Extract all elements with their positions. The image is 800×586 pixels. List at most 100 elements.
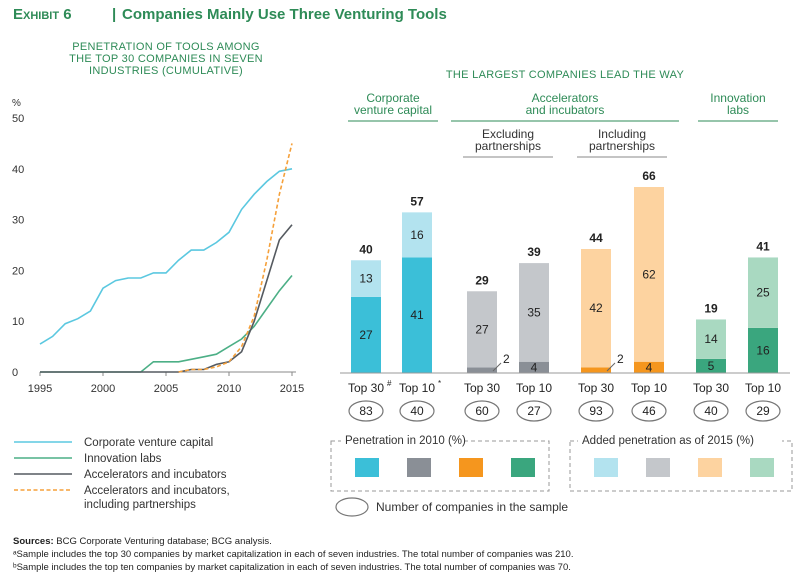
bar-total-label: 39 (527, 245, 541, 259)
bar-category-label: Top 10 (631, 381, 667, 395)
sample-size-label: 60 (475, 404, 489, 418)
series-line (40, 274, 293, 373)
exhibit-label: Exhibit 6 (13, 6, 72, 23)
y-tick-label: 10 (12, 316, 24, 328)
sources-text: BCG Corporate Venturing database; BCG an… (53, 536, 272, 547)
left-chart-title-line: THE TOP 30 COMPANIES IN SEVEN (69, 53, 263, 65)
y-axis-unit: % (12, 98, 21, 109)
x-tick-label: 2015 (280, 383, 304, 395)
sample-size-ellipse (631, 400, 667, 422)
sub-header-line: partnerships (589, 139, 655, 153)
sources-line: Sources: BCG Corporate Venturing databas… (13, 535, 793, 548)
bar-category-label: Top 30 (693, 381, 729, 395)
sample-size-label: 93 (589, 404, 603, 418)
x-tick-label: 2010 (217, 383, 241, 395)
bar-segment-added (634, 187, 664, 362)
exhibit-title: Companies Mainly Use Three Venturing Too… (122, 6, 447, 23)
sources-block: Sources: BCG Corporate Venturing databas… (13, 535, 793, 574)
sources-label: Sources: (13, 536, 54, 547)
bar-segment-added (351, 260, 381, 297)
bar-category-label: Top 10 (745, 381, 781, 395)
bar-added-label: 16 (410, 228, 424, 242)
bar-category-label: Top 30 (464, 381, 500, 395)
legend-swatch-added (594, 458, 618, 477)
x-tick-label: 2005 (154, 383, 178, 395)
y-tick-label: 20 (12, 265, 24, 277)
legend-swatch-2010 (407, 458, 431, 477)
sample-size-label: 40 (410, 404, 424, 418)
bar-total-label: 57 (410, 194, 424, 208)
legend-sample-ellipse (335, 497, 369, 517)
left-chart-title-line: INDUSTRIES (CUMULATIVE) (89, 65, 243, 77)
sample-size-ellipse (399, 400, 435, 422)
sample-size-label: 83 (359, 404, 373, 418)
legend-box-added (569, 440, 793, 492)
legend-swatch-added (698, 458, 722, 477)
bar-segment-added (581, 249, 611, 368)
x-tick-label: 2000 (91, 383, 115, 395)
bar-segment-added (402, 212, 432, 258)
bar-added-label: 14 (704, 332, 718, 346)
y-tick-label: 50 (12, 113, 24, 125)
legend-sample-label: Number of companies in the sample (376, 500, 568, 514)
bar-added-label: 25 (756, 286, 770, 300)
series-line (40, 224, 293, 373)
bar-added-label: 27 (475, 322, 489, 336)
sample-size-label: 40 (704, 404, 718, 418)
bar-segment-2010 (402, 257, 432, 373)
bar-segment-2010 (581, 367, 611, 373)
bar-2010-label: 2 (617, 352, 624, 366)
bar-2010-label: 16 (756, 343, 770, 357)
x-tick-label: 1995 (28, 383, 52, 395)
legend-box-title-bg (341, 434, 463, 446)
sample-size-label: 46 (642, 404, 656, 418)
bar-segment-2010 (519, 361, 549, 373)
group-header-line: venture capital (354, 103, 432, 117)
legend-swatch-2010 (355, 458, 379, 477)
bar-category-label: Top 30 (578, 381, 614, 395)
legend-swatch-2010 (511, 458, 535, 477)
legend-swatch-2010 (459, 458, 483, 477)
bar-segment-2010 (467, 367, 497, 373)
legend-line-label: Corporate venture capital (84, 437, 213, 449)
group-header-line: and incubators (526, 103, 605, 117)
callout-line (606, 362, 616, 372)
callout-line (492, 362, 502, 372)
group-header-line: Accelerators (532, 91, 599, 105)
legend-box-added-title: Added penetration as of 2015 (%) (582, 435, 754, 447)
y-tick-label: 30 (12, 215, 24, 227)
group-header-line: Innovation (710, 91, 765, 105)
bar-segment-added (467, 291, 497, 368)
bar-total-label: 40 (359, 242, 373, 256)
bar-category-footnote-mark: * (438, 379, 441, 388)
sub-header-line: Excluding (482, 127, 534, 141)
series-line (39, 168, 293, 345)
y-tick-label: 0 (12, 367, 18, 379)
footnote-a: ᵃSample includes the top 30 companies by… (13, 549, 574, 560)
bar-added-label: 35 (527, 305, 541, 319)
bar-segment-2010 (634, 361, 664, 373)
bar-total-label: 41 (756, 239, 770, 253)
bar-added-label: 62 (642, 267, 656, 281)
bar-category-label: Top 10 (516, 381, 552, 395)
legend-swatch-added (750, 458, 774, 477)
bar-segment-2010 (748, 327, 778, 373)
sample-size-ellipse (348, 400, 384, 422)
bar-2010-label: 4 (646, 360, 653, 374)
legend-line-label: Innovation labs (84, 453, 162, 465)
bar-added-label: 13 (359, 272, 373, 286)
bar-category-footnote-mark: # (387, 379, 392, 388)
legend-line-label: Accelerators and incubators (84, 469, 227, 481)
sample-size-ellipse (578, 400, 614, 422)
bar-2010-label: 41 (410, 308, 424, 322)
bar-2010-label: 5 (708, 359, 715, 373)
legend-line-label: Accelerators and incubators, (84, 485, 230, 497)
left-chart-title-line: PENETRATION OF TOOLS AMONG (72, 41, 260, 53)
bar-total-label: 29 (475, 273, 489, 287)
bar-segment-added (519, 263, 549, 362)
bar-total-label: 44 (589, 231, 603, 245)
bar-segment-2010 (351, 296, 381, 373)
sample-size-label: 29 (756, 404, 770, 418)
bar-added-label: 42 (589, 301, 603, 315)
